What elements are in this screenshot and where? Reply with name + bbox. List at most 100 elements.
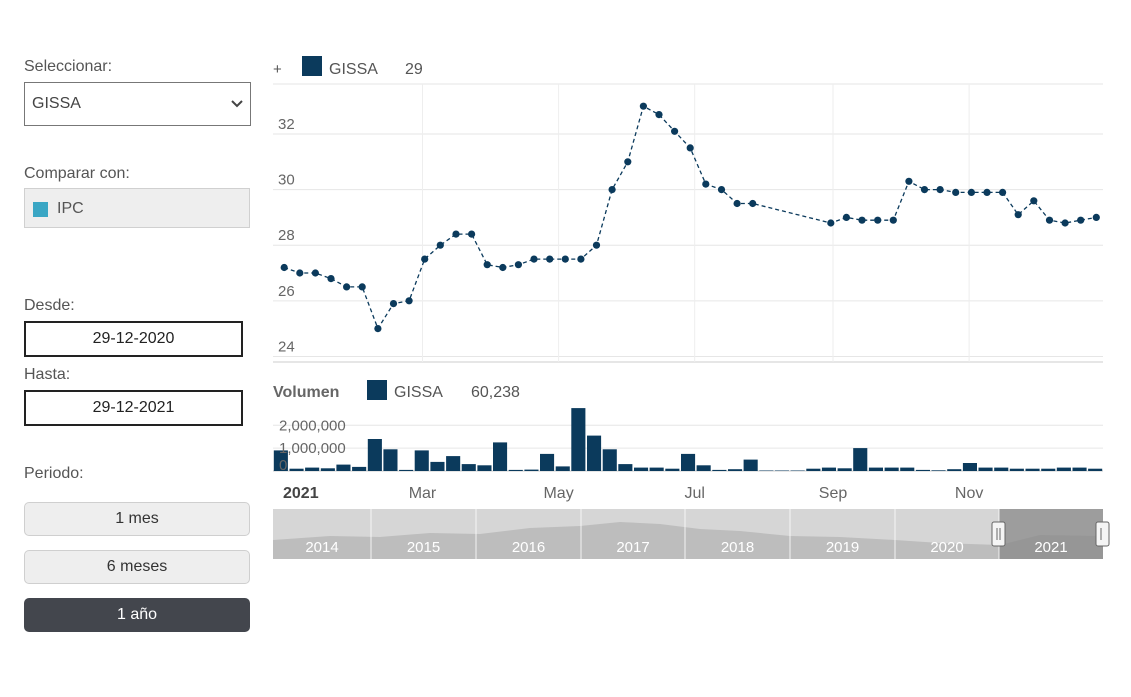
- volume-bar[interactable]: [681, 453, 696, 471]
- price-point[interactable]: [374, 325, 382, 333]
- price-point[interactable]: [733, 199, 741, 208]
- volume-bar[interactable]: [978, 467, 993, 471]
- volume-bar[interactable]: [352, 466, 367, 471]
- volume-bar[interactable]: [649, 467, 664, 471]
- volume-bar[interactable]: [868, 467, 883, 471]
- volume-bar[interactable]: [947, 469, 962, 471]
- volume-bar[interactable]: [305, 467, 320, 471]
- volume-bar[interactable]: [884, 467, 899, 471]
- navigator-year-label[interactable]: 2015: [407, 539, 440, 556]
- legend-series-name-volume[interactable]: GISSA: [394, 384, 443, 401]
- price-point[interactable]: [1092, 213, 1100, 221]
- price-point[interactable]: [717, 186, 726, 194]
- price-point[interactable]: [483, 261, 491, 269]
- price-point[interactable]: [499, 263, 507, 272]
- from-date-input[interactable]: 29-12-2020: [24, 321, 243, 357]
- volume-bar[interactable]: [477, 465, 492, 471]
- price-point[interactable]: [936, 186, 944, 194]
- volume-bar[interactable]: [367, 439, 382, 471]
- period-button-1-month[interactable]: 1 mes: [24, 502, 250, 536]
- price-point[interactable]: [1030, 197, 1038, 205]
- navigator-year-label[interactable]: 2019: [826, 539, 859, 556]
- price-point[interactable]: [889, 216, 897, 224]
- price-point[interactable]: [999, 188, 1007, 196]
- period-button-6-months[interactable]: 6 meses: [24, 550, 250, 584]
- volume-bar[interactable]: [414, 450, 429, 471]
- price-point[interactable]: [1061, 219, 1069, 227]
- price-point[interactable]: [671, 127, 679, 135]
- volume-bar[interactable]: [728, 469, 743, 471]
- navigator-year-label[interactable]: 2014: [305, 539, 338, 556]
- compare-item-ipc[interactable]: IPC: [24, 188, 250, 228]
- price-point[interactable]: [749, 199, 757, 208]
- price-point[interactable]: [952, 188, 960, 196]
- volume-bar[interactable]: [743, 459, 758, 471]
- price-point[interactable]: [530, 255, 538, 263]
- price-point[interactable]: [967, 188, 976, 196]
- price-point[interactable]: [1045, 216, 1054, 224]
- price-point[interactable]: [608, 186, 616, 194]
- price-point[interactable]: [296, 269, 304, 277]
- navigator-year-label[interactable]: 2021: [1034, 539, 1067, 556]
- to-date-input[interactable]: 29-12-2021: [24, 390, 243, 426]
- volume-bar[interactable]: [587, 435, 602, 471]
- price-point[interactable]: [468, 230, 476, 238]
- price-point[interactable]: [639, 102, 648, 110]
- price-point[interactable]: [389, 300, 398, 308]
- volume-bar[interactable]: [430, 461, 445, 471]
- period-button-1-year[interactable]: 1 año: [24, 598, 250, 632]
- price-point[interactable]: [452, 230, 460, 238]
- volume-bar[interactable]: [665, 468, 680, 471]
- volume-bar[interactable]: [571, 408, 586, 471]
- navigator-year-label[interactable]: 2020: [930, 539, 963, 556]
- volume-bar[interactable]: [1088, 468, 1103, 471]
- volume-bar[interactable]: [994, 467, 1009, 471]
- price-point[interactable]: [343, 283, 351, 291]
- navigator-selected-range[interactable]: [999, 509, 1103, 559]
- volume-bar[interactable]: [461, 464, 476, 471]
- volume-bar[interactable]: [837, 468, 852, 471]
- volume-bar[interactable]: [383, 449, 398, 471]
- volume-bar[interactable]: [273, 450, 288, 471]
- volume-bar[interactable]: [508, 469, 523, 471]
- volume-bar[interactable]: [289, 468, 304, 471]
- volume-bar[interactable]: [853, 448, 868, 471]
- volume-bar[interactable]: [696, 465, 711, 471]
- volume-bar[interactable]: [336, 464, 351, 471]
- volume-bar[interactable]: [618, 464, 633, 471]
- volume-bar[interactable]: [1056, 467, 1071, 471]
- price-point[interactable]: [561, 255, 569, 263]
- volume-bar[interactable]: [524, 469, 539, 471]
- volume-bar[interactable]: [821, 467, 836, 471]
- price-point[interactable]: [1014, 211, 1022, 219]
- volume-bar[interactable]: [555, 466, 570, 471]
- legend-series-name-price[interactable]: GISSA: [329, 61, 378, 78]
- navigator-year-label[interactable]: 2018: [721, 539, 754, 556]
- volume-bar[interactable]: [915, 469, 930, 471]
- navigator-right-handle[interactable]: [1095, 521, 1110, 547]
- volume-bar[interactable]: [962, 463, 977, 471]
- price-point[interactable]: [686, 144, 694, 152]
- price-point[interactable]: [874, 216, 882, 224]
- volume-bar[interactable]: [931, 470, 946, 471]
- price-point[interactable]: [405, 297, 413, 305]
- legend-plus[interactable]: +: [273, 61, 282, 78]
- price-point[interactable]: [514, 261, 523, 269]
- volume-bar[interactable]: [712, 469, 727, 471]
- price-point[interactable]: [421, 255, 429, 263]
- price-point[interactable]: [983, 188, 991, 196]
- volume-bar[interactable]: [634, 467, 649, 471]
- price-point[interactable]: [592, 241, 601, 249]
- price-point[interactable]: [280, 263, 288, 272]
- volume-bar[interactable]: [1025, 468, 1040, 471]
- volume-bar[interactable]: [1072, 467, 1087, 471]
- price-point[interactable]: [1077, 216, 1085, 224]
- price-point[interactable]: [546, 255, 554, 263]
- volume-bar[interactable]: [774, 470, 789, 472]
- price-point[interactable]: [436, 241, 444, 249]
- navigator-year-label[interactable]: 2016: [512, 539, 545, 556]
- price-point[interactable]: [624, 158, 632, 166]
- price-point[interactable]: [827, 219, 835, 227]
- price-point[interactable]: [905, 177, 913, 185]
- price-point[interactable]: [577, 255, 585, 263]
